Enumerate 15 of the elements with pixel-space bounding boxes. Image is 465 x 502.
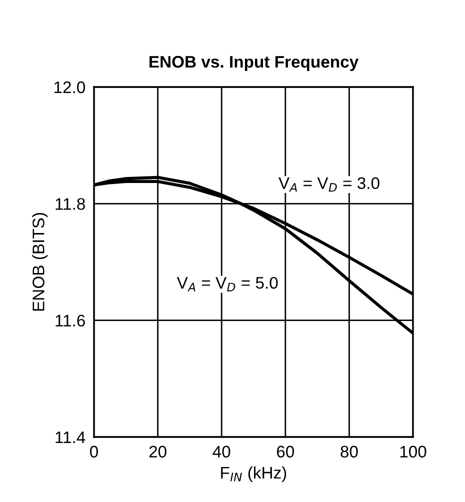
x-tick-label: 60: [276, 446, 294, 458]
y-tick-label: 11.8: [56, 198, 85, 210]
x-tick-label: 100: [400, 446, 426, 458]
x-tick-label: 80: [340, 446, 358, 458]
x-axis-title: F$_{IN}$ (kHz): [221, 466, 286, 482]
y-tick-label: 12.0: [54, 81, 86, 94]
chart-title: ENOB vs. Input Frequency: [150, 56, 359, 72]
x-tick-label: 40: [212, 446, 230, 458]
x-tick-label: 0: [90, 446, 98, 458]
text: V$_{A}$ = V$_{D}$ = 5.0: [176, 276, 278, 292]
series-label: V$_{A}$ = V$_{D}$ = 3.0: [278, 177, 380, 192]
y-axis-title: ENOB (BITS): [32, 213, 48, 311]
y-tick-label: 11.6: [56, 314, 85, 327]
x-tick-label: 20: [149, 446, 166, 458]
y-tick-label: 11.4: [56, 432, 86, 444]
